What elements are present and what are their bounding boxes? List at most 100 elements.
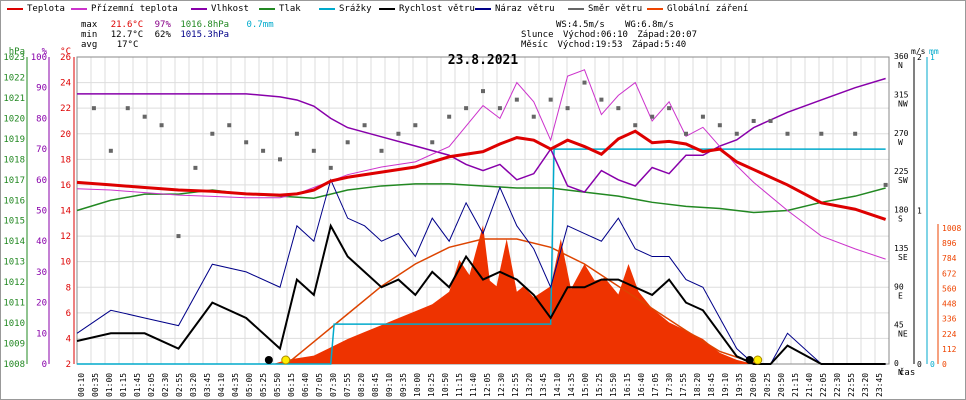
wind-dir-point (853, 131, 858, 136)
humidity-axis-tick: 50 (36, 207, 47, 217)
radiation-tick: 560 (942, 284, 957, 293)
x-tick-label: 15:25 (595, 373, 604, 397)
radiation-tick: 784 (942, 254, 957, 263)
wind-dir-point (91, 106, 96, 111)
wind-dir-point (159, 123, 164, 128)
pressure-axis-tick: 1011 (3, 299, 25, 309)
radiation-tick: 1008 (942, 224, 961, 233)
wind-dir-point (108, 148, 113, 153)
legend-label: Směr větru (588, 4, 643, 14)
humidity-axis-tick: 80 (36, 114, 47, 124)
wind-dir-point (717, 123, 722, 128)
pressure-axis-tick: 1012 (3, 278, 25, 288)
wind-dir-point (819, 131, 824, 136)
stats-max-row: max 21.6°C 97% 1016.8hPa 0.7mm (81, 20, 274, 30)
x-tick-label: 01:00 (105, 373, 114, 397)
radiation-tick: 672 (942, 269, 957, 278)
x-tick-label: 12:55 (511, 373, 520, 397)
x-tick-label: 00:35 (91, 373, 100, 397)
legend-label: Globální záření (667, 4, 749, 14)
x-tick-label: 02:55 (175, 373, 184, 397)
pressure-axis-tick: 1009 (3, 340, 25, 350)
chart-title: 23.8.2021 (448, 53, 519, 68)
legend-label: Přízemní teplota (91, 4, 178, 14)
x-tick-label: 11:15 (455, 373, 464, 397)
stats-sunrise: Východ:06:10 (562, 30, 628, 40)
x-tick-label: 14:10 (553, 373, 562, 397)
x-tick-label: 05:50 (273, 373, 282, 397)
x-tick-label: 06:40 (301, 373, 310, 397)
temperature-axis-tick: 6 (66, 309, 71, 319)
humidity-axis-tick: 40 (36, 237, 47, 247)
radiation-area (77, 225, 886, 364)
wind-dir-point (531, 114, 536, 119)
x-tick-label: 08:20 (357, 373, 366, 397)
pressure-axis-tick: 1010 (3, 319, 25, 329)
x-tick-label: 21:15 (791, 373, 800, 397)
x-tick-label: 23:20 (861, 373, 870, 397)
legend-swatch (191, 7, 207, 10)
x-tick-label: 03:20 (189, 373, 198, 397)
pressure-axis-tick: 1017 (3, 176, 25, 186)
rain-tick: 1 (930, 53, 935, 62)
wind-dir-tick: 135 (894, 244, 909, 253)
legend-label: Rychlost větru (399, 4, 475, 14)
wind-dir-point (227, 123, 232, 128)
x-tick-label: 16:40 (637, 373, 646, 397)
humidity-axis-tick: 90 (36, 84, 47, 94)
wind-dir-point (667, 106, 672, 111)
temperature-axis-tick: 16 (60, 181, 71, 191)
radiation-tick: 896 (942, 239, 957, 248)
x-tick-label: 10:00 (413, 373, 422, 397)
pressure-axis-tick: 1019 (3, 135, 25, 145)
wind-dir-point (751, 118, 756, 123)
humidity-axis-tick: 20 (36, 299, 47, 309)
series-line-tlak (76, 183, 886, 214)
wind-dir-point (700, 114, 705, 119)
stats-moonset: Západ:5:40 (631, 40, 687, 50)
x-unit-label: čas (899, 367, 915, 378)
wind-dir-label: N (898, 368, 903, 377)
wind-dir-point (362, 123, 367, 128)
x-tick-label: 22:05 (819, 373, 828, 397)
humidity-axis-tick: 70 (36, 145, 47, 155)
temperature-axis-tick: 8 (66, 283, 71, 293)
pressure-axis-tick: 1016 (3, 196, 25, 206)
wind-dir-label: SW (898, 176, 908, 185)
radiation-tick: 336 (942, 315, 957, 324)
wind-dir-point (345, 140, 350, 145)
wind-dir-point (447, 114, 452, 119)
wind-dir-point (650, 114, 655, 119)
moonrise-marker (745, 356, 754, 364)
series-line-rychlost-větru (76, 223, 886, 365)
x-tick-label: 21:40 (805, 373, 814, 397)
legend-item-0: Teplota (7, 4, 65, 14)
stats-avg-row: avg 17°C (81, 40, 138, 50)
series-line-globální-záření-(teoretické) (286, 238, 758, 365)
x-tick-label: 12:30 (497, 373, 506, 397)
legend-swatch (568, 7, 584, 10)
wind-dir-label: S (898, 215, 903, 224)
wind-dir-point (328, 165, 333, 170)
stats-moonrise: Východ:19:53 (557, 40, 623, 50)
wind-dir-point (413, 123, 418, 128)
x-tick-label: 07:05 (315, 373, 324, 397)
wind-dir-point (883, 182, 888, 187)
x-tick-label: 05:25 (259, 373, 268, 397)
pressure-axis-tick: 1020 (3, 114, 25, 124)
x-tick-label: 14:35 (567, 373, 576, 397)
legend-label: Náraz větru (495, 4, 555, 14)
wind-dir-point (379, 148, 384, 153)
stats-min-label: min (81, 30, 98, 40)
wind-dir-point (142, 114, 147, 119)
x-tick-label: 02:30 (161, 373, 170, 397)
pressure-axis-tick: 1013 (3, 258, 25, 268)
stats-min-row: min 12.7°C 62% 1015.3hPa (81, 30, 229, 40)
x-tick-label: 11:40 (469, 373, 478, 397)
wind-speed-tick: 0 (917, 360, 922, 369)
legend-item-1: Přízemní teplota (71, 4, 178, 14)
wind-dir-label: NE (898, 330, 908, 339)
x-tick-label: 07:30 (329, 373, 338, 397)
x-tick-label: 16:15 (623, 373, 632, 397)
stats-sun-row: Slunce Východ:06:10 Západ:20:07 (521, 30, 697, 40)
